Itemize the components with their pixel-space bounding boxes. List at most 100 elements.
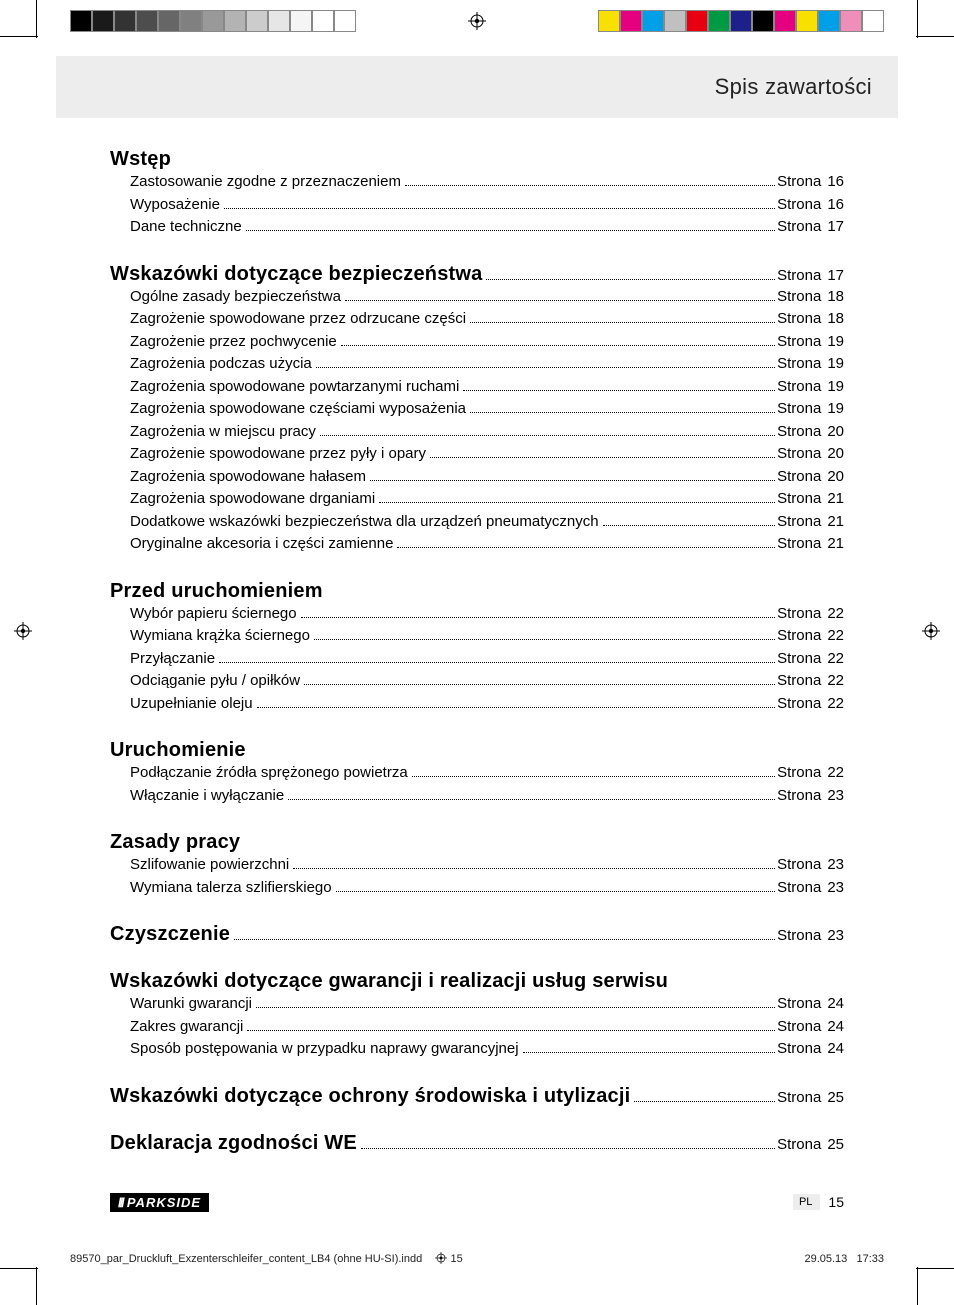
- toc-section: WstępZastosowanie zgodne z przeznaczenie…: [110, 148, 844, 239]
- page-number-box: PL 15: [793, 1194, 844, 1210]
- page-label: Strona: [777, 648, 821, 671]
- toc-section: CzyszczenieStrona23: [110, 923, 844, 946]
- toc-item: Zagrożenia w miejscu pracyStrona20: [110, 421, 844, 444]
- toc-page-number: 24: [821, 993, 844, 1016]
- toc-item-title: Zakres gwarancji: [130, 1016, 243, 1039]
- toc-item-title: Zagrożenie spowodowane przez odrzucane c…: [130, 308, 466, 331]
- toc-item-title: Zagrożenie przez pochwycenie: [130, 331, 337, 354]
- page-label: Strona: [777, 625, 821, 648]
- page-label: Strona: [777, 693, 821, 716]
- page-label: Strona: [777, 443, 821, 466]
- toc-item-title: Zagrożenia podczas użycia: [130, 353, 312, 376]
- toc-item-title: Zagrożenia spowodowane drganiami: [130, 488, 375, 511]
- toc-section-heading: Deklaracja zgodności WEStrona25: [110, 1132, 844, 1155]
- toc-item: Wybór papieru ściernegoStrona22: [110, 603, 844, 626]
- toc-item-title: Szlifowanie powierzchni: [130, 854, 289, 877]
- top-print-marks: [0, 0, 954, 44]
- page-label: Strona: [777, 511, 821, 534]
- toc-section: Zasady pracySzlifowanie powierzchniStron…: [110, 831, 844, 899]
- toc-item: Dane techniczneStrona17: [110, 216, 844, 239]
- page-label: Strona: [777, 421, 821, 444]
- page-number: 15: [828, 1194, 844, 1210]
- page-label: Strona: [777, 1136, 821, 1153]
- toc-section-heading: Wskazówki dotyczące gwarancji i realizac…: [110, 970, 844, 993]
- toc-page-number: 19: [821, 376, 844, 399]
- toc-item-title: Warunki gwarancji: [130, 993, 252, 1016]
- toc-section-title: Wstęp: [110, 148, 171, 171]
- toc-page-number: 18: [821, 308, 844, 331]
- toc-item-title: Zagrożenie spowodowane przez pyły i opar…: [130, 443, 426, 466]
- toc-item: Zagrożenia spowodowane hałasemStrona20: [110, 466, 844, 489]
- toc-item-title: Oryginalne akcesoria i części zamienne: [130, 533, 393, 556]
- registration-mark-icon: [468, 12, 486, 30]
- toc-page-number: 22: [821, 693, 844, 716]
- toc-section-heading: CzyszczenieStrona23: [110, 923, 844, 946]
- toc-item: Warunki gwarancji Strona24: [110, 993, 844, 1016]
- toc-page-number: 22: [821, 625, 844, 648]
- toc-item-title: Dodatkowe wskazówki bezpieczeństwa dla u…: [130, 511, 599, 534]
- toc-item-title: Podłączanie źródła sprężonego powietrza: [130, 762, 408, 785]
- page-label: Strona: [777, 533, 821, 556]
- page-label: Strona: [777, 762, 821, 785]
- toc-item: Zagrożenie przez pochwycenieStrona19: [110, 331, 844, 354]
- toc-item: Podłączanie źródła sprężonego powietrza S…: [110, 762, 844, 785]
- toc-page-number: 24: [821, 1038, 844, 1061]
- page-label: Strona: [777, 216, 821, 239]
- toc-item-title: Wymiana talerza szlifierskiego: [130, 877, 332, 900]
- toc-item: Zagrożenia spowodowane częściami wyposaż…: [110, 398, 844, 421]
- toc-item: Wymiana krążka ściernego Strona22: [110, 625, 844, 648]
- toc-page-number: 22: [821, 762, 844, 785]
- toc-item: Zagrożenia spowodowane powtarzanymi ruch…: [110, 376, 844, 399]
- toc-page-number: 19: [821, 331, 844, 354]
- page-label: Strona: [777, 308, 821, 331]
- toc-section-title: Wskazówki dotyczące ochrony środowiska i…: [110, 1085, 630, 1108]
- toc-section-heading: Przed uruchomieniem: [110, 580, 844, 603]
- page-label: Strona: [777, 398, 821, 421]
- toc-item-title: Zagrożenia spowodowane powtarzanymi ruch…: [130, 376, 459, 399]
- toc-section-heading: Zasady pracy: [110, 831, 844, 854]
- page-label: Strona: [777, 286, 821, 309]
- header-band: Spis zawartości: [56, 56, 898, 118]
- brand-logo: /// PARKSIDE: [110, 1193, 209, 1212]
- toc-item: Zagrożenia spowodowane drganiamiStrona21: [110, 488, 844, 511]
- toc-page-number: 21: [821, 511, 844, 534]
- page-label: Strona: [777, 927, 821, 944]
- toc-section: Wskazówki dotyczące bezpieczeństwa Strona…: [110, 263, 844, 556]
- toc-section-title: Deklaracja zgodności WE: [110, 1132, 357, 1155]
- toc-page-number: 17: [821, 267, 844, 284]
- toc-page-number: 24: [821, 1016, 844, 1039]
- toc-item: Ogólne zasady bezpieczeństwaStrona18: [110, 286, 844, 309]
- toc-section-heading: Uruchomienie: [110, 739, 844, 762]
- toc-item-title: Zagrożenia spowodowane hałasem: [130, 466, 366, 489]
- toc-page-number: 23: [821, 785, 844, 808]
- toc-section-title: Wskazówki dotyczące bezpieczeństwa: [110, 263, 482, 286]
- page-label: Strona: [777, 993, 821, 1016]
- toc-item-title: Odciąganie pyłu / opiłków: [130, 670, 300, 693]
- toc-section-title: Zasady pracy: [110, 831, 240, 854]
- toc-page-number: 22: [821, 670, 844, 693]
- toc-page-number: 20: [821, 421, 844, 444]
- greyscale-color-bar: [70, 10, 356, 32]
- toc-section-heading: Wskazówki dotyczące bezpieczeństwaStrona…: [110, 263, 844, 286]
- toc-page-number: 16: [821, 171, 844, 194]
- toc-page-number: 23: [821, 854, 844, 877]
- toc-section: Deklaracja zgodności WEStrona25: [110, 1132, 844, 1155]
- toc-page-number: 22: [821, 648, 844, 671]
- language-code: PL: [793, 1194, 820, 1210]
- toc-item: Oryginalne akcesoria i części zamienne St…: [110, 533, 844, 556]
- page-label: Strona: [777, 1016, 821, 1039]
- toc-item: Sposób postępowania w przypadku naprawy …: [110, 1038, 844, 1061]
- toc-item-title: Wybór papieru ściernego: [130, 603, 297, 626]
- toc-item-title: Wymiana krążka ściernego: [130, 625, 310, 648]
- toc-item: Uzupełnianie olejuStrona22: [110, 693, 844, 716]
- cmyk-color-bar: [598, 10, 884, 32]
- toc-section-title: Wskazówki dotyczące gwarancji i realizac…: [110, 970, 668, 993]
- toc-section: Wskazówki dotyczące gwarancji i realizac…: [110, 970, 844, 1061]
- page-label: Strona: [777, 603, 821, 626]
- toc-item: Wymiana talerza szlifierskiegoStrona23: [110, 877, 844, 900]
- toc-page-number: 21: [821, 488, 844, 511]
- toc-item-title: Wyposażenie: [130, 194, 220, 217]
- toc-page-number: 18: [821, 286, 844, 309]
- page-label: Strona: [777, 1089, 821, 1106]
- page-label: Strona: [777, 194, 821, 217]
